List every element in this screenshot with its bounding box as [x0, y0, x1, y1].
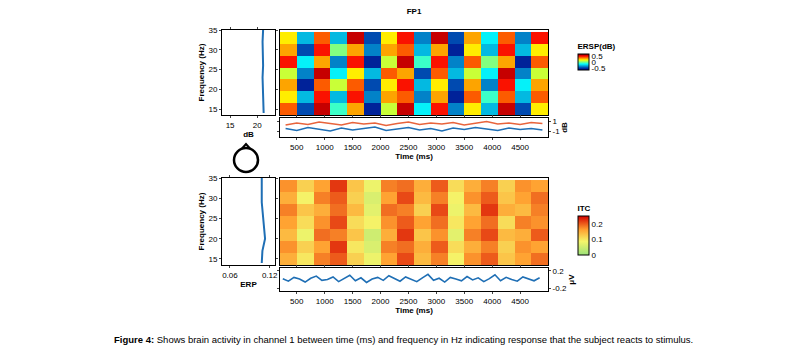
- svg-text:4000: 4000: [483, 143, 501, 152]
- svg-text:20: 20: [253, 121, 262, 130]
- svg-text:dB: dB: [560, 122, 569, 133]
- svg-text:2000: 2000: [372, 297, 390, 306]
- svg-text:FP1: FP1: [407, 7, 422, 16]
- svg-text:1000: 1000: [316, 143, 334, 152]
- svg-text:ERSP(dB): ERSP(dB): [578, 42, 616, 51]
- svg-text:Figure 4: Shows brain activity: Figure 4: Shows brain activity in channe…: [114, 334, 693, 345]
- svg-text:Frequency (Hz): Frequency (Hz): [197, 192, 206, 250]
- svg-text:-0.2: -0.2: [553, 284, 567, 293]
- svg-text:4500: 4500: [511, 297, 529, 306]
- svg-text:35: 35: [208, 174, 217, 183]
- svg-text:1500: 1500: [344, 297, 362, 306]
- svg-text:500: 500: [290, 297, 304, 306]
- svg-text:0.5: 0.5: [592, 52, 604, 61]
- svg-text:0.2: 0.2: [553, 267, 565, 276]
- svg-text:25: 25: [208, 214, 217, 223]
- svg-text:ITC: ITC: [578, 204, 591, 213]
- svg-text:15: 15: [208, 255, 217, 264]
- svg-text:1: 1: [553, 117, 558, 126]
- svg-text:3500: 3500: [455, 143, 473, 152]
- svg-text:0.1: 0.1: [592, 235, 604, 244]
- svg-text:1500: 1500: [344, 143, 362, 152]
- svg-text:dB: dB: [243, 130, 254, 139]
- svg-text:3500: 3500: [455, 297, 473, 306]
- svg-text:500: 500: [290, 143, 304, 152]
- svg-text:1000: 1000: [316, 297, 334, 306]
- svg-text:μV: μV: [567, 274, 576, 285]
- svg-text:-1: -1: [553, 127, 561, 136]
- svg-text:-0.5: -0.5: [592, 64, 606, 73]
- svg-text:2500: 2500: [400, 143, 418, 152]
- svg-text:20: 20: [208, 235, 217, 244]
- svg-text:Frequency (Hz): Frequency (Hz): [197, 43, 206, 101]
- svg-text:15: 15: [226, 121, 235, 130]
- svg-text:4000: 4000: [483, 297, 501, 306]
- svg-text:0.12: 0.12: [262, 271, 278, 280]
- svg-text:0: 0: [592, 58, 597, 67]
- svg-text:0.2: 0.2: [592, 220, 604, 229]
- svg-text:3000: 3000: [427, 143, 445, 152]
- svg-text:ERP: ERP: [240, 280, 257, 289]
- svg-text:0.06: 0.06: [222, 271, 238, 280]
- svg-text:0: 0: [592, 251, 597, 260]
- svg-text:2000: 2000: [372, 143, 390, 152]
- svg-text:15: 15: [208, 105, 217, 114]
- svg-text:20: 20: [208, 85, 217, 94]
- svg-text:4500: 4500: [511, 143, 529, 152]
- svg-text:30: 30: [208, 46, 217, 55]
- svg-text:Time (ms): Time (ms): [395, 306, 433, 315]
- svg-text:3000: 3000: [427, 297, 445, 306]
- svg-text:35: 35: [208, 26, 217, 35]
- svg-text:30: 30: [208, 194, 217, 203]
- svg-text:Time (ms): Time (ms): [395, 152, 433, 161]
- svg-text:25: 25: [208, 65, 217, 74]
- svg-text:2500: 2500: [400, 297, 418, 306]
